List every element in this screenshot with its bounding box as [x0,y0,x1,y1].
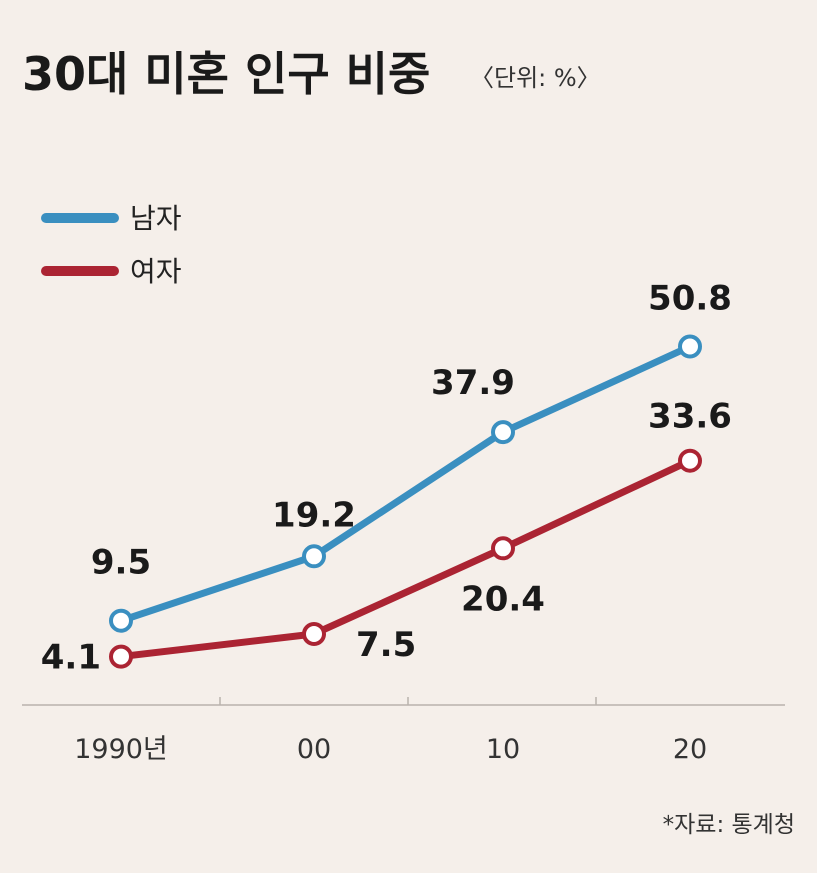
data-label-male: 50.8 [648,279,732,319]
x-axis: 1990년 00 10 20 [22,697,785,765]
unit-label: 〈단위: %〉 [470,64,601,92]
x-tick-label: 10 [486,734,520,765]
data-label-female: 7.5 [356,625,416,665]
series-layer [109,334,702,669]
data-point-female [302,622,326,646]
data-label-female: 33.6 [648,397,732,437]
source-note: *자료: 통계청 [663,812,795,838]
x-tick-label: 1990년 [74,734,168,765]
data-point-female [491,536,515,561]
series-line-male [117,343,694,625]
chart-title: 30대 미혼 인구 비중 [22,47,430,101]
data-label-female: 20.4 [461,579,545,619]
legend-label-female: 여자 [130,255,182,288]
data-point-male [678,334,702,359]
data-label-female: 4.1 [41,638,101,678]
data-label-male: 19.2 [272,495,356,535]
x-tick-label: 20 [673,734,707,765]
series-line-female [117,457,694,661]
data-labels: 9.5 19.2 37.9 50.8 4.1 7.5 20.4 33.6 [41,279,732,678]
data-point-male [491,420,515,445]
data-label-male: 37.9 [431,363,515,403]
legend-label-male: 남자 [130,202,182,235]
data-point-female [109,644,133,669]
data-point-female [678,448,702,473]
data-point-male [109,608,133,633]
data-label-male: 9.5 [91,543,151,583]
x-tick-label: 00 [297,734,331,765]
data-point-male [302,544,326,569]
